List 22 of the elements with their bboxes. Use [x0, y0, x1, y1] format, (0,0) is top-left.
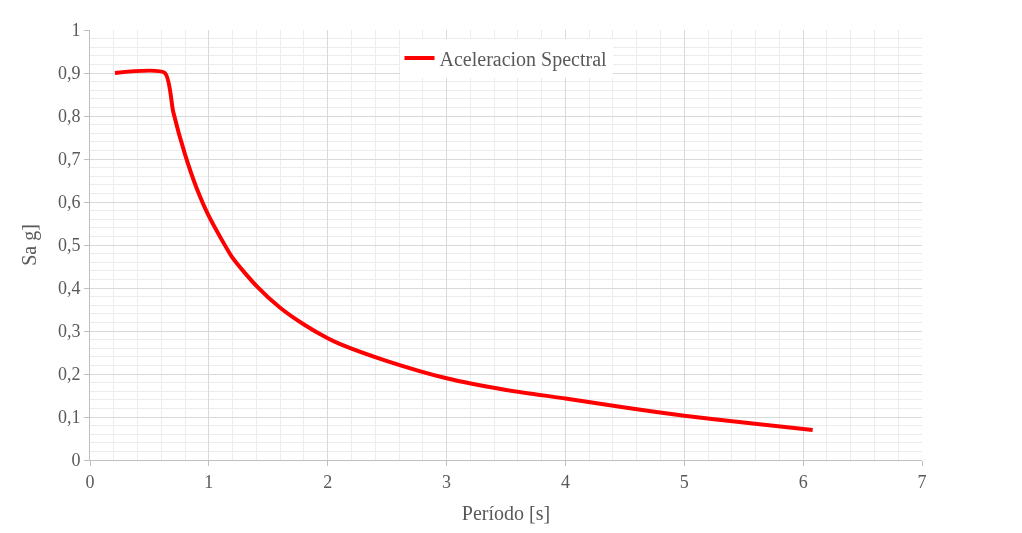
y-tick-label: 0,7: [57, 149, 81, 170]
y-axis-title: Sa g]: [18, 224, 42, 266]
y-tick-label: 0,6: [57, 192, 81, 213]
legend-label: Aceleracion Spectral: [439, 47, 608, 71]
y-tick-label: 0,8: [57, 106, 81, 127]
x-tick-label: 6: [798, 471, 808, 492]
x-tick-label: 1: [204, 471, 214, 492]
y-tick-label: 0,3: [57, 321, 81, 342]
x-tick-label: 3: [442, 471, 452, 492]
x-tick-label: 5: [679, 471, 689, 492]
y-tick-label: 0,5: [57, 235, 81, 256]
y-tick-label: 0,1: [57, 407, 81, 428]
x-axis-title: Período [s]: [461, 502, 551, 525]
y-tick-label: 1: [71, 20, 81, 41]
x-tick-label: 2: [323, 471, 333, 492]
x-tick-label: 4: [560, 471, 570, 492]
y-tick-label: 0,2: [57, 364, 81, 385]
y-tick-label: 0: [71, 450, 81, 471]
y-tick-label: 0,4: [57, 278, 81, 299]
x-tick-label: 7: [917, 471, 927, 492]
x-tick-label: 0: [85, 471, 95, 492]
y-tick-label: 0,9: [57, 63, 81, 84]
